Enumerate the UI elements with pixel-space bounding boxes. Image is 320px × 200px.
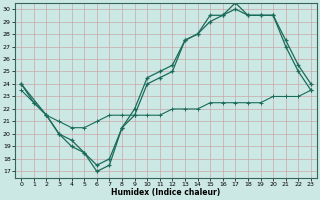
X-axis label: Humidex (Indice chaleur): Humidex (Indice chaleur) — [111, 188, 221, 197]
